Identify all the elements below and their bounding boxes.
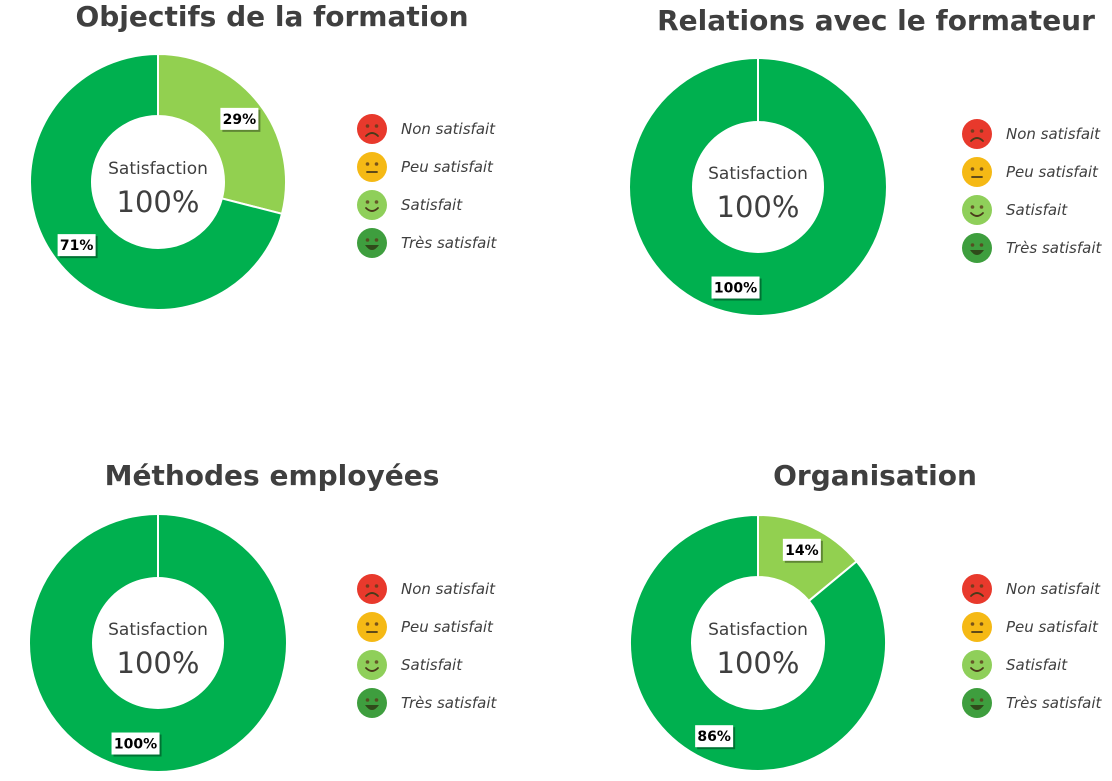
legend-item: Non satisfait: [960, 115, 1112, 153]
donut-slice: [157, 52, 287, 216]
data-label: 100%: [711, 276, 762, 301]
svg-text:14%: 14%: [785, 543, 819, 559]
legend-item: Non satisfait: [355, 570, 525, 608]
center-label: Satisfaction: [108, 620, 208, 640]
legend: Non satisfait Peu satisfait Satisfait Très …: [960, 115, 1112, 267]
neutral-face-icon: [960, 155, 994, 189]
legend-label: Très satisfait: [1006, 694, 1102, 712]
frown-face-icon: [355, 112, 389, 146]
donut-chart-methodes: Satisfaction 100% 100%: [29, 515, 286, 771]
donut-hole: [93, 117, 223, 247]
legend-label: Très satisfait: [1006, 239, 1102, 257]
donut-slice: [29, 515, 286, 771]
frown-face-icon: [960, 117, 994, 151]
legend-item: Peu satisfait: [960, 153, 1112, 191]
svg-text:86%: 86%: [697, 729, 731, 745]
smile-face-icon: [960, 648, 994, 682]
legend-label: Non satisfait: [401, 580, 496, 598]
chart-title: Relations avec le formateur: [657, 4, 1095, 37]
legend-label: Non satisfait: [1006, 125, 1101, 143]
donut-chart-objectifs: Satisfaction 100% 29% 71%: [29, 52, 287, 311]
donut-slice: [629, 513, 887, 772]
data-label: 100%: [111, 732, 162, 757]
legend-label: Peu satisfait: [401, 618, 493, 636]
legend-label: Satisfait: [401, 196, 463, 214]
legend-item: Satisfait: [355, 646, 525, 684]
smile-face-icon: [355, 648, 389, 682]
legend: Non satisfait Peu satisfait Satisfait Très …: [355, 570, 525, 722]
data-label: 86%: [695, 725, 736, 750]
data-label: 29%: [220, 107, 261, 132]
legend-item: Très satisfait: [355, 224, 525, 262]
legend-item: Satisfait: [355, 186, 525, 224]
chart-title: Méthodes employées: [104, 459, 440, 492]
center-value: 100%: [117, 646, 200, 680]
legend-label: Satisfait: [1006, 656, 1068, 674]
legend-label: Très satisfait: [401, 234, 497, 252]
legend-item: Non satisfait: [355, 110, 525, 148]
svg-text:71%: 71%: [60, 238, 94, 254]
legend-item: Peu satisfait: [355, 608, 525, 646]
grin-face-icon: [960, 231, 994, 265]
donut-chart-relations: Satisfaction 100% 100%: [629, 59, 886, 315]
legend-item: Très satisfait: [960, 229, 1112, 267]
legend-item: Très satisfait: [960, 684, 1112, 722]
frown-face-icon: [960, 572, 994, 606]
neutral-face-icon: [960, 610, 994, 644]
legend-label: Non satisfait: [401, 120, 496, 138]
legend-item: Satisfait: [960, 191, 1112, 229]
donut-hole: [693, 578, 823, 708]
legend-item: Peu satisfait: [355, 148, 525, 186]
frown-face-icon: [355, 572, 389, 606]
grin-face-icon: [355, 226, 389, 260]
legend-label: Peu satisfait: [1006, 618, 1098, 636]
data-label: 71%: [57, 234, 98, 259]
legend-label: Peu satisfait: [1006, 163, 1098, 181]
center-value: 100%: [717, 646, 800, 680]
legend: Non satisfait Peu satisfait Satisfait Très …: [355, 110, 525, 262]
legend-item: Satisfait: [960, 646, 1112, 684]
legend-label: Satisfait: [1006, 201, 1068, 219]
donut-hole: [693, 122, 823, 252]
grin-face-icon: [355, 686, 389, 720]
legend-item: Très satisfait: [355, 684, 525, 722]
legend-item: Peu satisfait: [960, 608, 1112, 646]
center-label: Satisfaction: [708, 164, 808, 184]
legend-item: Non satisfait: [960, 570, 1112, 608]
svg-text:100%: 100%: [114, 737, 157, 753]
neutral-face-icon: [355, 150, 389, 184]
legend: Non satisfait Peu satisfait Satisfait Très …: [960, 570, 1112, 722]
donut-slice: [629, 59, 886, 315]
center-label: Satisfaction: [708, 620, 808, 640]
neutral-face-icon: [355, 610, 389, 644]
data-label: 14%: [782, 538, 823, 563]
grin-face-icon: [960, 686, 994, 720]
chart-title: Objectifs de la formation: [75, 0, 469, 33]
svg-text:29%: 29%: [223, 112, 257, 128]
legend-label: Satisfait: [401, 656, 463, 674]
center-value: 100%: [117, 185, 200, 219]
chart-title: Organisation: [773, 459, 977, 492]
smile-face-icon: [960, 193, 994, 227]
legend-label: Très satisfait: [401, 694, 497, 712]
center-value: 100%: [717, 190, 800, 224]
legend-label: Non satisfait: [1006, 580, 1101, 598]
svg-text:100%: 100%: [714, 281, 757, 297]
smile-face-icon: [355, 188, 389, 222]
donut-hole: [93, 578, 223, 708]
legend-label: Peu satisfait: [401, 158, 493, 176]
center-label: Satisfaction: [108, 159, 208, 179]
donut-chart-organisation: Satisfaction 100% 14% 86%: [629, 513, 887, 772]
